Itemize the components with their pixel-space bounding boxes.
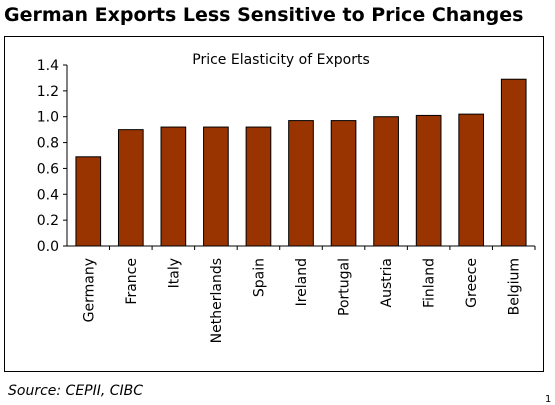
y-axis: 0.0 0.2 0.4 0.6 0.8 1.0 1.2 1.4 bbox=[37, 58, 68, 255]
bar-spain bbox=[245, 126, 272, 247]
bar-finland bbox=[415, 114, 442, 247]
y-tick-label: 1.0 bbox=[37, 110, 59, 126]
x-tick-label: Ireland bbox=[294, 258, 310, 306]
y-tick-label: 0.0 bbox=[37, 239, 59, 255]
x-axis: Germany France Italy Netherlands Spain Irelan… bbox=[67, 245, 536, 343]
bar-belgium bbox=[500, 78, 527, 247]
y-tick-label: 0.8 bbox=[37, 136, 59, 152]
x-tick-label: Belgium bbox=[507, 258, 523, 315]
page-title: German Exports Less Sensitive to Price C… bbox=[4, 4, 524, 26]
x-tick-label: Austria bbox=[379, 258, 395, 307]
source-note: Source: CEPII, CIBC bbox=[8, 383, 144, 399]
y-tick-label: 1.4 bbox=[37, 58, 59, 74]
bar-france bbox=[117, 129, 144, 247]
chart-frame: Price Elasticity of Exports 0.0 0.2 0.4 0.6… bbox=[4, 36, 544, 372]
bars bbox=[75, 78, 527, 247]
y-tick-label: 0.2 bbox=[37, 213, 59, 229]
x-tick-label: Germany bbox=[81, 258, 97, 322]
x-tick-label: France bbox=[124, 258, 140, 305]
x-tick-label: Netherlands bbox=[209, 258, 225, 343]
x-tick-label: Italy bbox=[166, 258, 182, 288]
chart-title: Price Elasticity of Exports bbox=[192, 52, 369, 68]
page-number: 1 bbox=[545, 394, 552, 405]
y-tick-label: 0.4 bbox=[37, 187, 59, 203]
bar-ireland bbox=[288, 120, 314, 247]
x-tick-label: Finland bbox=[422, 258, 438, 308]
bar-greece bbox=[458, 113, 485, 247]
bar-netherlands bbox=[203, 126, 229, 247]
x-tick-label: Greece bbox=[464, 258, 480, 308]
bar-portugal bbox=[330, 120, 357, 247]
x-tick-label: Portugal bbox=[337, 258, 353, 316]
bar-chart: Price Elasticity of Exports 0.0 0.2 0.4 0.6… bbox=[37, 52, 536, 343]
bar-austria bbox=[373, 116, 399, 247]
bar-italy bbox=[160, 126, 187, 247]
y-tick-label: 1.2 bbox=[37, 84, 59, 100]
x-tick-label: Spain bbox=[251, 258, 267, 297]
bar-germany bbox=[75, 156, 102, 247]
y-tick-label: 0.6 bbox=[37, 161, 59, 177]
